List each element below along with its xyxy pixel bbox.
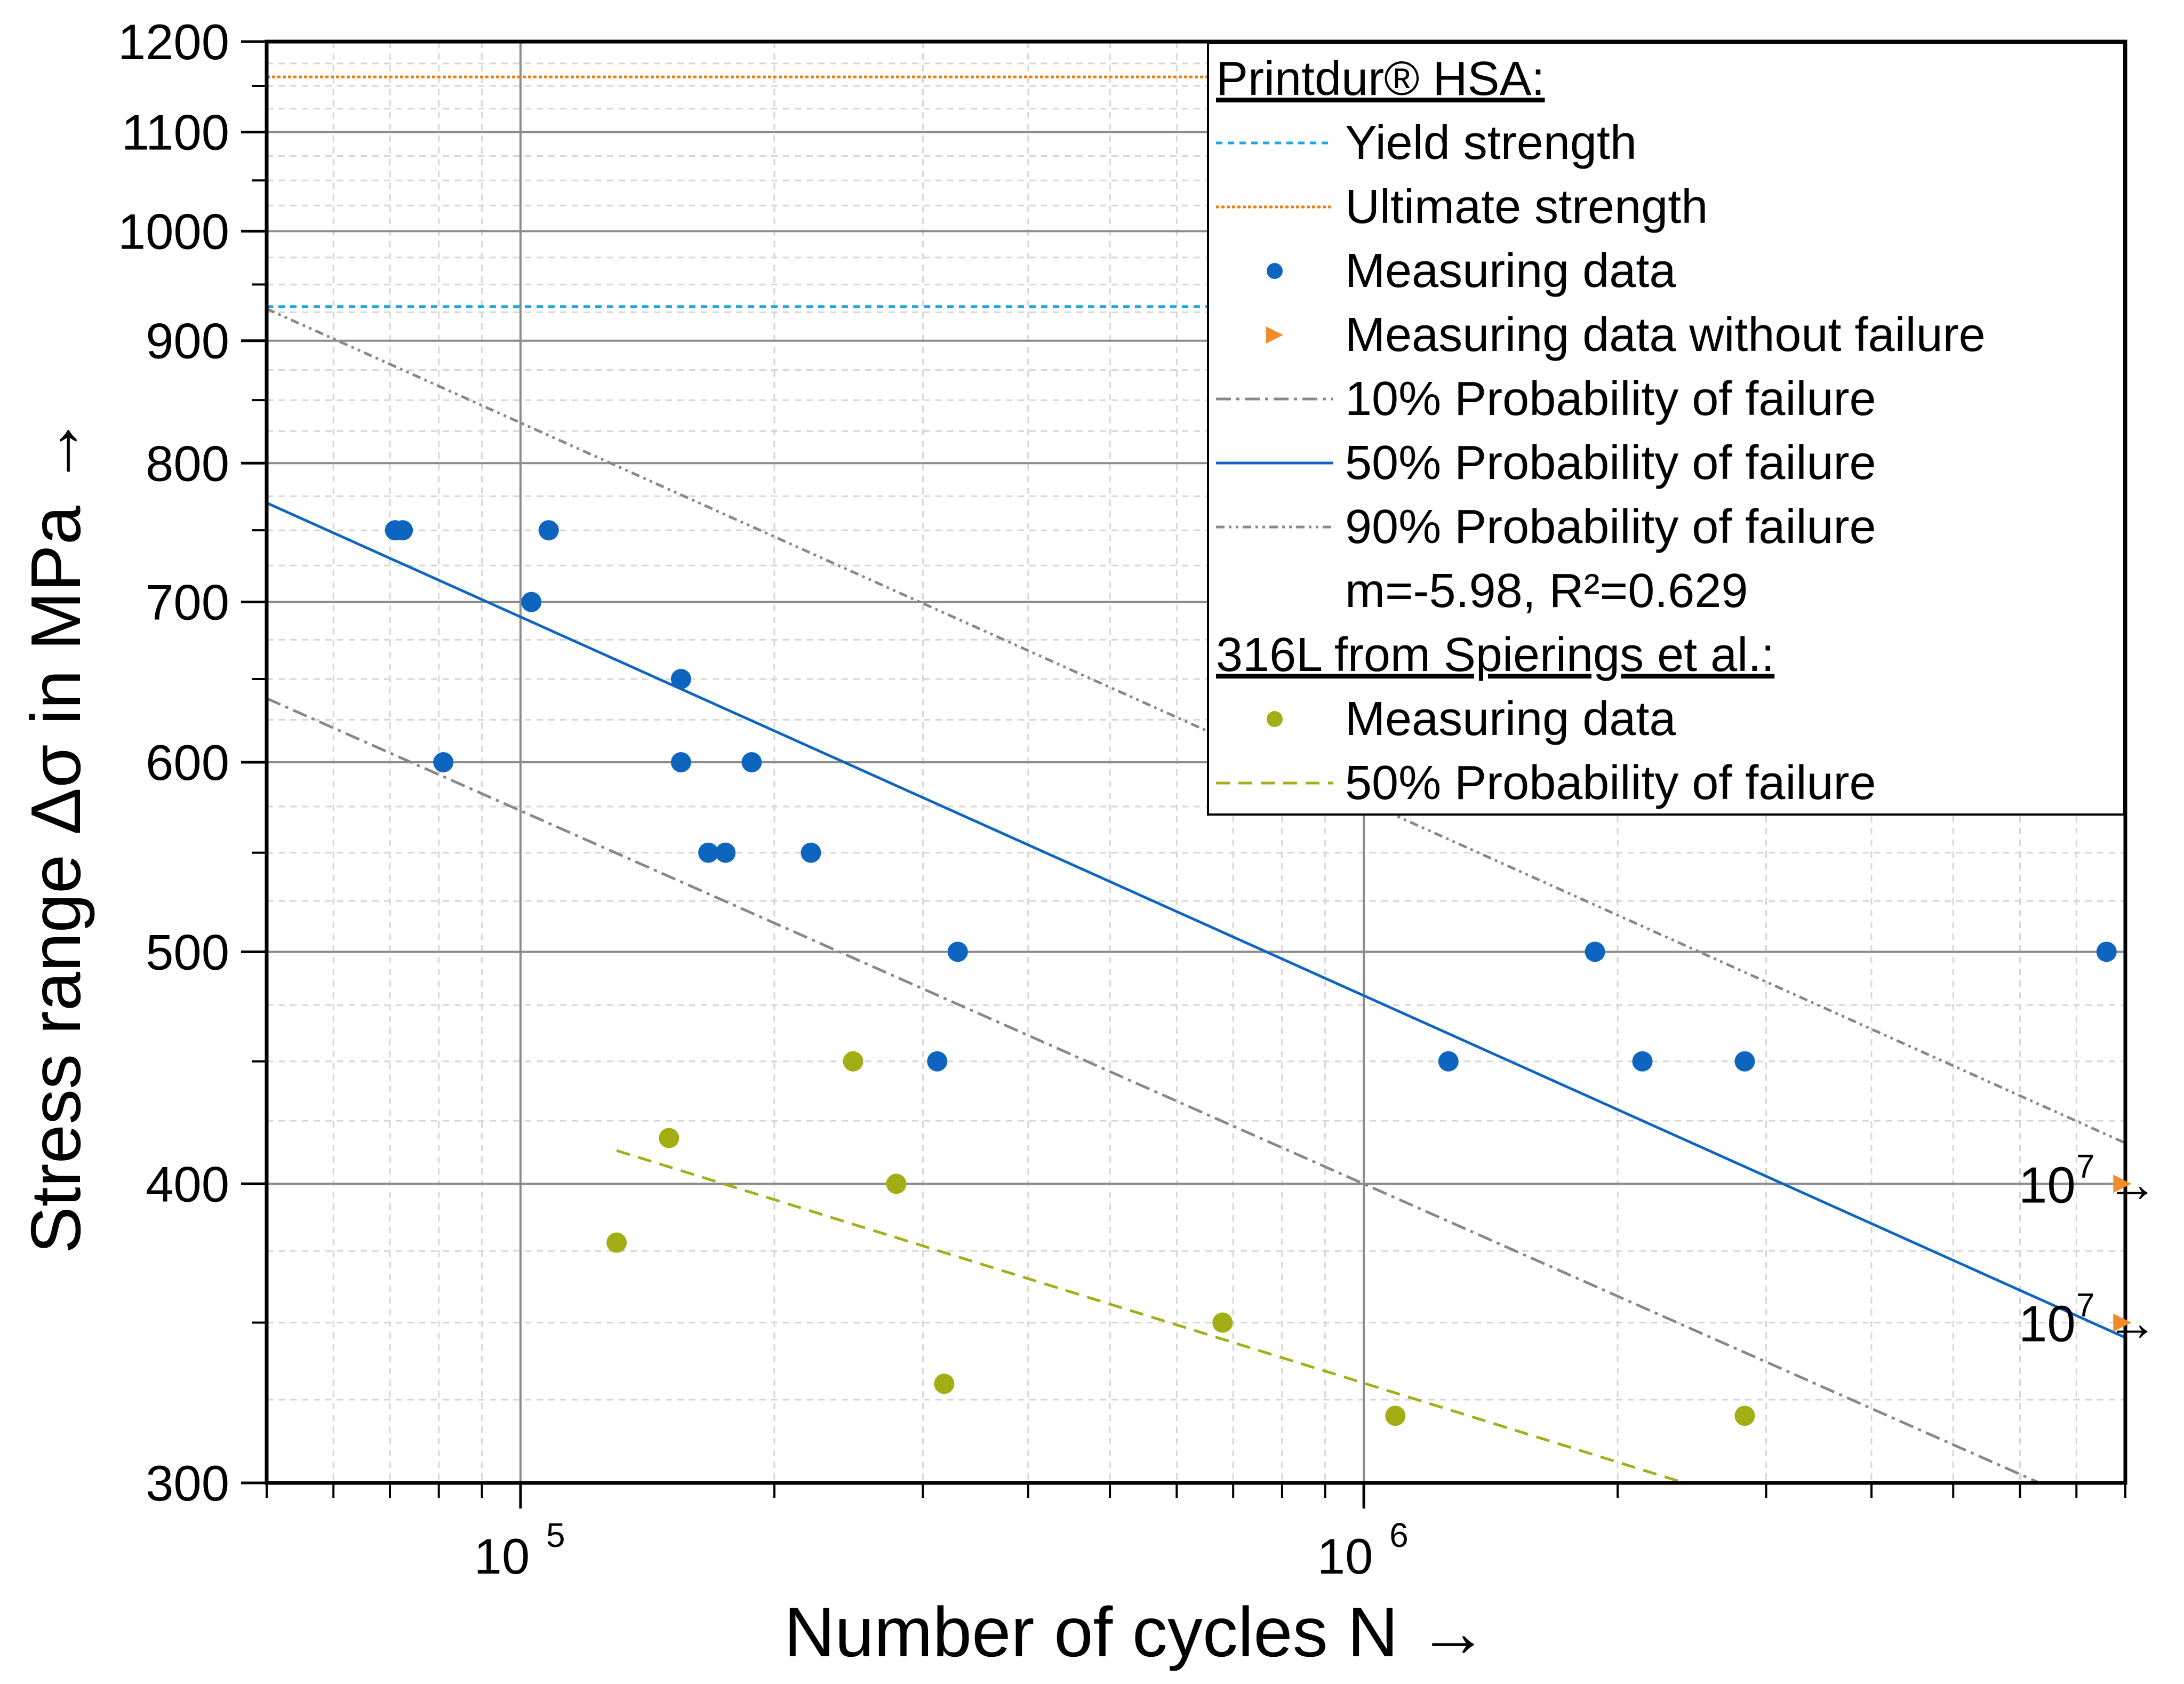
y-tick-label: 1000 [118,203,229,259]
x-tick-exponent: 5 [546,1516,565,1554]
legend-measuring-label: Measuring data [1345,244,1676,298]
x-tick-label: 10 [474,1528,530,1584]
y-tick-label: 400 [146,1156,229,1212]
runout-annotation-arrow: → [2107,1155,2158,1212]
point-measuring-data [715,842,736,863]
y-tick-label: 600 [146,735,229,791]
point-measuring-data [538,520,559,541]
runout-annotation-arrow: → [2107,1295,2158,1352]
legend-p90-label: 90% Probability of failure [1345,500,1876,554]
y-tick-label: 900 [146,313,229,369]
point-measuring-data [433,752,454,772]
x-tick-exponent: 6 [1389,1516,1409,1554]
legend-group2-title: 316L from Spierings et al.: [1216,628,1774,682]
legend-316l-measuring-label: Measuring data [1345,692,1676,746]
legend-runout-marker [1266,326,1283,344]
point-measuring-data [1632,1051,1653,1072]
line-10-probability-of-failure [267,697,2041,1483]
y-tick-label: 1100 [122,105,229,161]
x-tick-label: 10 [1317,1528,1373,1584]
point-measuring-data [947,941,968,962]
point-measuring-data [393,520,413,541]
runout-marker [2113,1313,2132,1332]
legend-yield-label: Yield strength [1345,116,1637,170]
runout-annotations: 10 7 →10 7 → [2019,1148,2158,1352]
point-316l-measuring-data [659,1128,679,1148]
point-316l-measuring-data [1385,1406,1406,1426]
point-measuring-data [670,752,691,772]
point-316l-measuring-data [934,1374,955,1394]
line-316l-50-probability-of-failure [616,1149,1685,1483]
point-measuring-data [1734,1051,1755,1072]
runout-annotation-base: 10 [2019,1296,2076,1353]
point-316l-measuring-data [843,1051,863,1072]
runout-annotation-exponent: 7 [2076,1287,2094,1324]
legend-p10-label: 10% Probability of failure [1345,372,1876,426]
point-316l-measuring-data [886,1174,907,1194]
point-measuring-data [801,842,821,863]
y-tick-label: 700 [146,574,229,630]
y-tick-label: 1200 [118,14,229,70]
legend-group1-title: Printdur® HSA: [1216,52,1545,106]
point-measuring-data [741,752,762,772]
legend-316l-marker [1267,711,1283,727]
legend-316l-p50-label: 50% Probability of failure [1345,756,1876,810]
point-measuring-data [1585,941,1605,962]
x-axis-title: Number of cycles N → [784,1593,1488,1671]
y-tick-label: 800 [146,435,229,491]
point-316l-measuring-data [606,1232,627,1253]
legend-ultimate-label: Ultimate strength [1345,180,1708,234]
legend-fit-stats: m=-5.98, R²=0.629 [1345,564,1748,618]
runout-marker [2113,1175,2132,1193]
point-316l-measuring-data [1212,1312,1233,1333]
axis-ticks [241,40,2126,1509]
point-measuring-data [670,668,691,689]
y-tick-label: 300 [146,1455,229,1511]
legend: Printdur® HSA: Yield strength Ultimate s… [1207,42,2125,816]
legend-measuring-marker [1267,263,1283,279]
point-measuring-data [1438,1051,1459,1072]
point-measuring-data [2096,941,2117,962]
point-measuring-data [521,592,542,612]
legend-runout-label: Measuring data without failure [1345,308,1986,362]
point-measuring-data [927,1051,948,1072]
point-measuring-data [698,842,719,863]
line-50-probability-of-failure [267,501,2125,1339]
tick-labels: 10 5 10 6 300 400 500 600 700 800 900 1000 1100 1200 [118,14,1409,1584]
runout-annotation-base: 10 [2019,1156,2076,1214]
point-316l-measuring-data [1734,1406,1755,1426]
y-tick-label: 500 [146,924,229,980]
line-90-probability-of-failure [267,307,2125,1145]
series-layer [267,75,2125,1483]
y-axis-title: Stress range Δσ in MPa → [17,416,95,1254]
legend-p50-label: 50% Probability of failure [1345,436,1876,490]
runout-annotation-exponent: 7 [2076,1148,2094,1185]
legend-box [1207,42,2125,816]
